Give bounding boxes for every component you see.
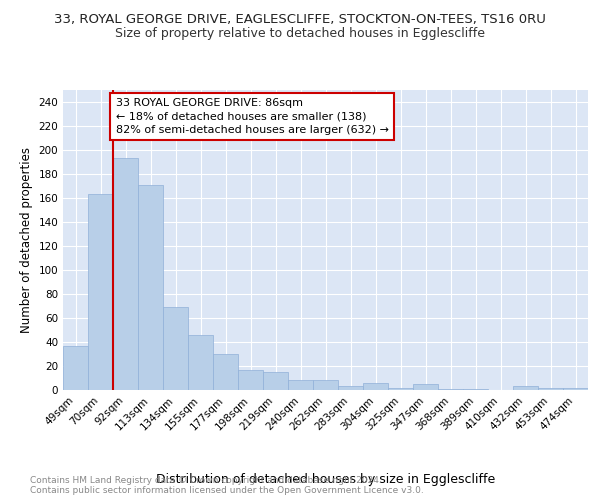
Bar bbox=[138, 185, 163, 390]
Text: Size of property relative to detached houses in Egglescliffe: Size of property relative to detached ho… bbox=[115, 28, 485, 40]
Text: 33 ROYAL GEORGE DRIVE: 86sqm
← 18% of detached houses are smaller (138)
82% of s: 33 ROYAL GEORGE DRIVE: 86sqm ← 18% of de… bbox=[115, 98, 389, 135]
Bar bbox=[513, 386, 538, 390]
Bar bbox=[288, 380, 313, 390]
Bar bbox=[463, 389, 488, 390]
Bar bbox=[563, 388, 588, 390]
Bar bbox=[388, 388, 413, 390]
Bar bbox=[113, 158, 138, 390]
Bar bbox=[263, 372, 288, 390]
Bar bbox=[413, 384, 438, 390]
Bar bbox=[163, 307, 188, 390]
Text: 33, ROYAL GEORGE DRIVE, EAGLESCLIFFE, STOCKTON-ON-TEES, TS16 0RU: 33, ROYAL GEORGE DRIVE, EAGLESCLIFFE, ST… bbox=[54, 12, 546, 26]
Bar bbox=[363, 383, 388, 390]
Bar bbox=[238, 370, 263, 390]
Y-axis label: Number of detached properties: Number of detached properties bbox=[20, 147, 33, 333]
Bar bbox=[338, 386, 363, 390]
Bar bbox=[438, 389, 463, 390]
Bar bbox=[538, 388, 563, 390]
Bar bbox=[213, 354, 238, 390]
Bar bbox=[188, 335, 213, 390]
Text: Contains HM Land Registry data © Crown copyright and database right 2024.
Contai: Contains HM Land Registry data © Crown c… bbox=[30, 476, 424, 495]
Bar bbox=[88, 194, 113, 390]
X-axis label: Distribution of detached houses by size in Egglescliffe: Distribution of detached houses by size … bbox=[156, 474, 495, 486]
Bar bbox=[313, 380, 338, 390]
Bar bbox=[63, 346, 88, 390]
